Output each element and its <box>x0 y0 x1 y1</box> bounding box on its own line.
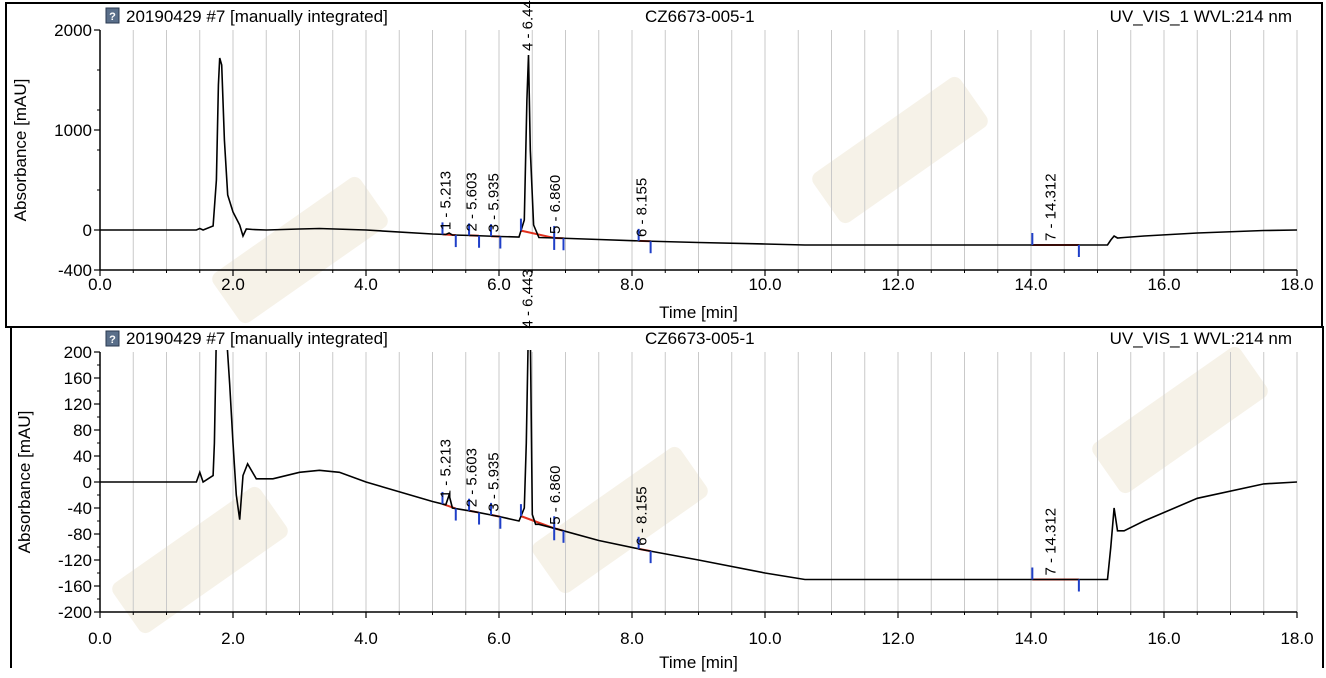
peak-label: 4 - 6.443 <box>519 0 536 51</box>
x-tick-label: 6.0 <box>487 629 511 648</box>
header-full: ? 20190429 #7 [manually integrated] CZ66… <box>106 7 1292 26</box>
y-tick-label: 200 <box>64 343 92 362</box>
y-tick-label: -80 <box>67 525 92 544</box>
x-tick-label: 14.0 <box>1014 275 1047 294</box>
x-tick-label: 18.0 <box>1280 275 1313 294</box>
svg-text:?: ? <box>109 334 116 346</box>
y-tick-label: 0 <box>83 221 92 240</box>
x-tick-label: 6.0 <box>487 275 511 294</box>
peak-label: 7 - 14.312 <box>1043 508 1060 576</box>
x-tick-label: 0.0 <box>88 629 112 648</box>
peak-label: 6 - 8.155 <box>633 178 650 237</box>
x-tick-label: 12.0 <box>881 275 914 294</box>
watermark-mark <box>809 74 991 226</box>
y-tick-label: 0 <box>83 473 92 492</box>
y-tick-label: 1000 <box>54 121 92 140</box>
question-icon: ? <box>106 331 119 346</box>
x-axis-title: Time [min] <box>659 653 738 672</box>
peak-label: 5 - 6.860 <box>547 175 564 234</box>
x-tick-label: 8.0 <box>620 629 644 648</box>
peak-label: 2 - 5.603 <box>464 172 481 231</box>
peak-label: 2 - 5.603 <box>464 448 481 507</box>
y-tick-label: 160 <box>64 369 92 388</box>
x-tick-label: 2.0 <box>221 275 245 294</box>
watermark-mark <box>1089 344 1271 496</box>
sample-label: 20190429 #7 [manually integrated] <box>126 7 388 26</box>
question-icon: ? <box>106 8 119 23</box>
x-tick-label: 4.0 <box>354 275 378 294</box>
x-tick-label: 10.0 <box>748 629 781 648</box>
y-axis-title: Absorbance [mAU] <box>11 79 30 222</box>
x-axis-title: Time [min] <box>659 303 738 322</box>
svg-text:?: ? <box>109 11 116 23</box>
y-tick-label: 2000 <box>54 21 92 40</box>
y-tick-label: -400 <box>58 261 92 280</box>
y-tick-label: -40 <box>67 499 92 518</box>
peak-label: 7 - 14.312 <box>1043 173 1060 241</box>
channel-label: UV_VIS_1 WVL:214 nm <box>1110 329 1292 348</box>
y-tick-label: 120 <box>64 395 92 414</box>
peak-label: 3 - 5.935 <box>486 173 503 232</box>
sample-name-label: CZ6673-005-1 <box>645 329 755 348</box>
x-tick-label: 4.0 <box>354 629 378 648</box>
channel-label: UV_VIS_1 WVL:214 nm <box>1110 7 1292 26</box>
x-tick-label: 10.0 <box>748 275 781 294</box>
x-tick-label: 18.0 <box>1280 629 1313 648</box>
y-tick-label: 80 <box>73 421 92 440</box>
chromatogram-panel-full: ? 20190429 #7 [manually integrated] CZ66… <box>11 0 1314 322</box>
watermark-layer <box>109 74 1271 636</box>
sample-label: 20190429 #7 [manually integrated] <box>126 329 388 348</box>
y-axis-title: Absorbance [mAU] <box>15 411 34 554</box>
y-tick-label: -160 <box>58 577 92 596</box>
peak-label: 6 - 8.155 <box>633 486 650 545</box>
sample-name-label: CZ6673-005-1 <box>645 7 755 26</box>
x-tick-label: 12.0 <box>881 629 914 648</box>
y-tick-label: -200 <box>58 603 92 622</box>
y-tick-label: 40 <box>73 447 92 466</box>
peak-label: 1 - 5.213 <box>438 439 455 498</box>
peak-label: 1 - 5.213 <box>438 171 455 230</box>
peak-label: 5 - 6.860 <box>547 466 564 525</box>
x-tick-label: 2.0 <box>221 629 245 648</box>
peak-label: 3 - 5.935 <box>486 452 503 511</box>
y-tick-label: -120 <box>58 551 92 570</box>
x-tick-label: 16.0 <box>1147 275 1180 294</box>
x-tick-label: 14.0 <box>1014 629 1047 648</box>
x-tick-label: 8.0 <box>620 275 644 294</box>
x-tick-label: 16.0 <box>1147 629 1180 648</box>
peak-label: 4 - 6.443 <box>519 269 536 328</box>
header-zoom: ? 20190429 #7 [manually integrated] CZ66… <box>106 329 1292 348</box>
